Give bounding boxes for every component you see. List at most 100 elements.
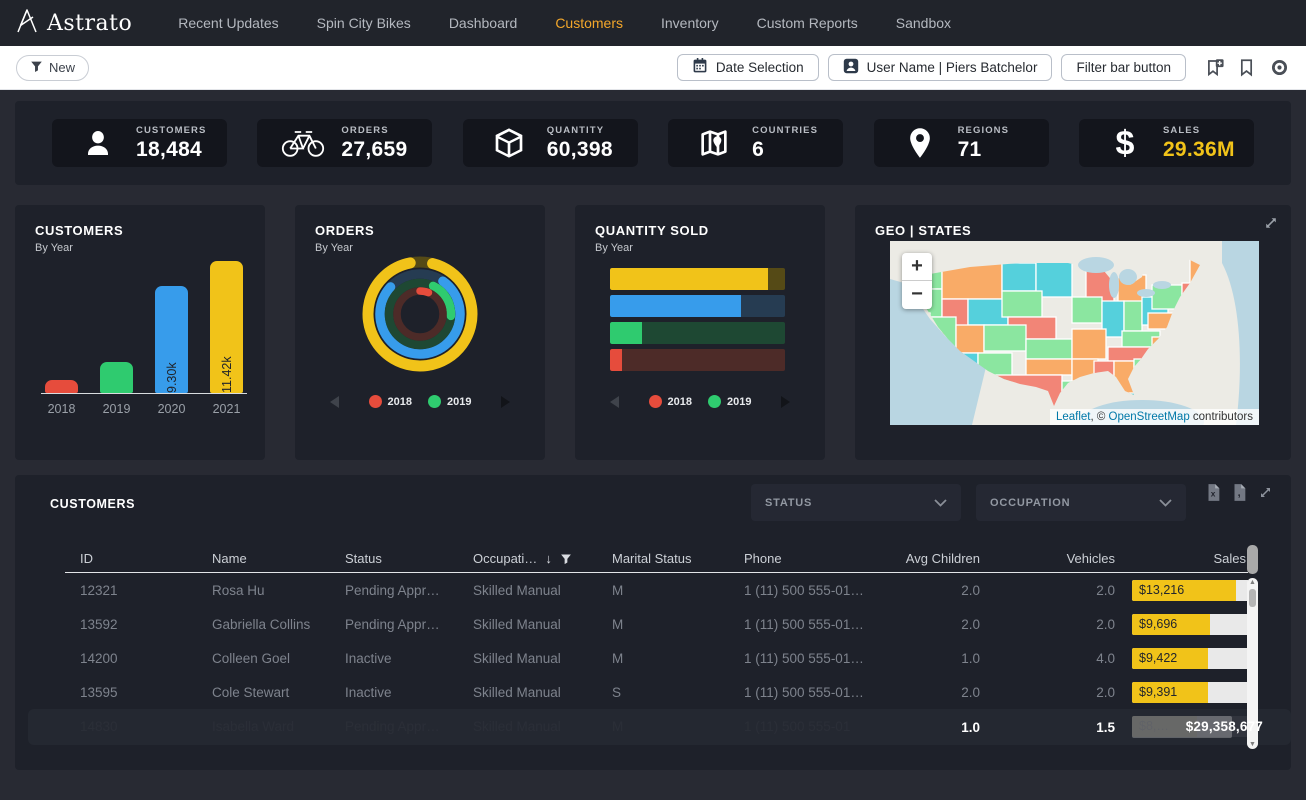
user-badge-icon (843, 58, 859, 77)
bar-2021[interactable]: 11.42k (210, 261, 243, 393)
column-header-vehicles[interactable]: Vehicles (982, 551, 1117, 566)
kpi-card-countries[interactable]: COUNTRIES 6 (668, 119, 844, 167)
legend-next-icon[interactable] (501, 395, 511, 408)
hbar-2020[interactable] (610, 295, 785, 317)
donut-ring-2020[interactable] (364, 258, 475, 369)
button-label: User Name | Piers Batchelor (866, 60, 1038, 75)
column-header-name[interactable]: Name (197, 551, 330, 566)
orders-chart-panel: ORDERS By Year 2018 2019 (295, 205, 545, 460)
kpi-card-sales[interactable]: $ SALES 29.36M (1078, 119, 1254, 167)
nav-item-customers[interactable]: Customers (555, 15, 623, 31)
nav-item-recent-updates[interactable]: Recent Updates (178, 15, 279, 31)
bar-2019[interactable] (100, 362, 133, 393)
sales-value: $13,216 (1139, 582, 1185, 597)
kpi-label: ORDERS (341, 124, 389, 136)
table-row[interactable]: 13592 Gabriella Collins Pending Appr… Skill… (65, 607, 1248, 641)
column-header-occupation[interactable]: Occupati… ↓ (458, 551, 597, 566)
nav-item-dashboard[interactable]: Dashboard (448, 15, 518, 31)
zoom-out-button[interactable]: − (911, 283, 923, 305)
attribution-text: contributors (1189, 411, 1253, 423)
zoom-in-button[interactable]: + (902, 253, 932, 281)
kpi-card-regions[interactable]: REGIONS 71 (873, 119, 1049, 167)
x-tick-label: 2019 (102, 402, 131, 416)
scroll-up-icon[interactable]: ▲ (1249, 579, 1256, 586)
column-header-sales[interactable]: Sales (1117, 551, 1248, 566)
hbar-2018[interactable] (610, 349, 785, 371)
sort-desc-icon[interactable]: ↓ (545, 551, 552, 566)
user-name-piers-batchelor-button[interactable]: User Name | Piers Batchelor (827, 54, 1053, 81)
column-label: Name (212, 551, 247, 566)
date-selection-button[interactable]: Date Selection (676, 54, 819, 81)
legend-item-2019[interactable]: 2019 (428, 395, 471, 408)
table-row[interactable]: 13595 Cole Stewart Inactive Skilled Manual S… (65, 675, 1248, 709)
excel-export-icon[interactable]: x (1206, 484, 1221, 501)
kpi-label: SALES (1162, 124, 1201, 136)
kpi-label: QUANTITY (546, 124, 605, 136)
kpi-value: 60,398 (546, 137, 613, 161)
legend-item-2018[interactable]: 2018 (368, 395, 412, 408)
column-header-marital[interactable]: Marital Status (597, 551, 729, 566)
donut-ring-2021[interactable] (361, 255, 479, 373)
occupation-filter-dropdown[interactable]: OCCUPATION (976, 484, 1186, 521)
nav-item-inventory[interactable]: Inventory (661, 15, 719, 31)
chart-title: QUANTITY SOLD (595, 223, 709, 238)
scrollbar-cap[interactable] (1247, 545, 1258, 574)
donut-ring-2019[interactable] (379, 273, 461, 355)
bookmark-icon[interactable] (1238, 58, 1255, 77)
leaflet-map[interactable]: + − Leaflet, © OpenStreetMap contributor… (890, 241, 1259, 425)
legend-next-icon[interactable] (781, 395, 791, 408)
table-row[interactable]: 12321 Rosa Hu Pending Appr… Skilled Manual M… (65, 573, 1248, 607)
legend-item-2018[interactable]: 2018 (648, 395, 692, 408)
legend-prev-icon[interactable] (609, 395, 619, 408)
nav-item-custom-reports[interactable]: Custom Reports (756, 15, 858, 31)
column-header-avg_children[interactable]: Avg Children (875, 551, 982, 566)
kpi-card-customers[interactable]: CUSTOMERS 18,484 (52, 119, 227, 167)
sales-bar-fill (1132, 579, 1236, 601)
expand-icon[interactable] (1263, 215, 1279, 236)
dollar-icon: $ (1103, 126, 1147, 160)
expand-icon[interactable] (1258, 485, 1273, 500)
totals-row: 1.0 1.5 $29,358,677 (28, 709, 1291, 745)
bookmark-add-icon[interactable] (1205, 58, 1224, 77)
hbar-2019[interactable] (610, 322, 785, 344)
table-row[interactable]: 14200 Colleen Goel Inactive Skilled Manual M… (65, 641, 1248, 675)
csv-export-icon[interactable]: , (1232, 484, 1247, 501)
attribution-link[interactable]: Leaflet (1055, 411, 1091, 423)
cell-name: Gabriella Collins (212, 616, 311, 632)
kpi-card-quantity[interactable]: QUANTITY 60,398 (462, 119, 638, 167)
status-filter-dropdown[interactable]: STATUS (751, 484, 961, 521)
filter-icon[interactable] (560, 553, 572, 565)
brand-logo[interactable]: Astrato (16, 8, 132, 39)
x-tick-label: 2018 (47, 402, 76, 416)
scroll-thumb[interactable] (1249, 589, 1256, 607)
column-header-phone[interactable]: Phone (729, 551, 875, 566)
nav-item-sandbox[interactable]: Sandbox (895, 15, 952, 31)
table-scrollbar[interactable]: ▲ ▼ (1247, 578, 1258, 749)
kpi-text: ORDERS 27,659 (341, 125, 407, 162)
hbar-2021[interactable] (610, 268, 785, 290)
pin-icon (898, 127, 942, 159)
bar-2020[interactable]: 9.30k (155, 286, 188, 393)
donut-chart[interactable] (295, 255, 545, 373)
table-actions: x , (1206, 484, 1273, 501)
cell-status: Pending Appr… (345, 616, 440, 632)
donut-ring-2018[interactable] (393, 287, 447, 341)
sales-bar-fill (1132, 681, 1208, 703)
legend-prev-icon[interactable] (329, 395, 339, 408)
column-label: Phone (744, 551, 782, 566)
map-icon (692, 127, 736, 159)
filter-bar-button-button[interactable]: Filter bar button (1061, 54, 1186, 81)
attribution-link[interactable]: OpenStreetMap (1108, 411, 1190, 423)
bicycle-icon (281, 128, 325, 158)
new-filter-button[interactable]: New (16, 54, 90, 81)
column-header-id[interactable]: ID (65, 551, 197, 566)
nav-item-spin-city-bikes[interactable]: Spin City Bikes (316, 15, 411, 31)
filter-toolbar: New Date Selection User Name | Piers Batc… (0, 46, 1306, 90)
eye-icon[interactable] (1269, 59, 1290, 76)
kpi-card-orders[interactable]: ORDERS 27,659 (257, 119, 433, 167)
bar-2018[interactable] (45, 380, 78, 393)
scroll-down-icon[interactable]: ▼ (1249, 741, 1256, 748)
legend-item-2019[interactable]: 2019 (708, 395, 751, 408)
legend-dot (708, 395, 721, 408)
column-header-status[interactable]: Status (330, 551, 458, 566)
